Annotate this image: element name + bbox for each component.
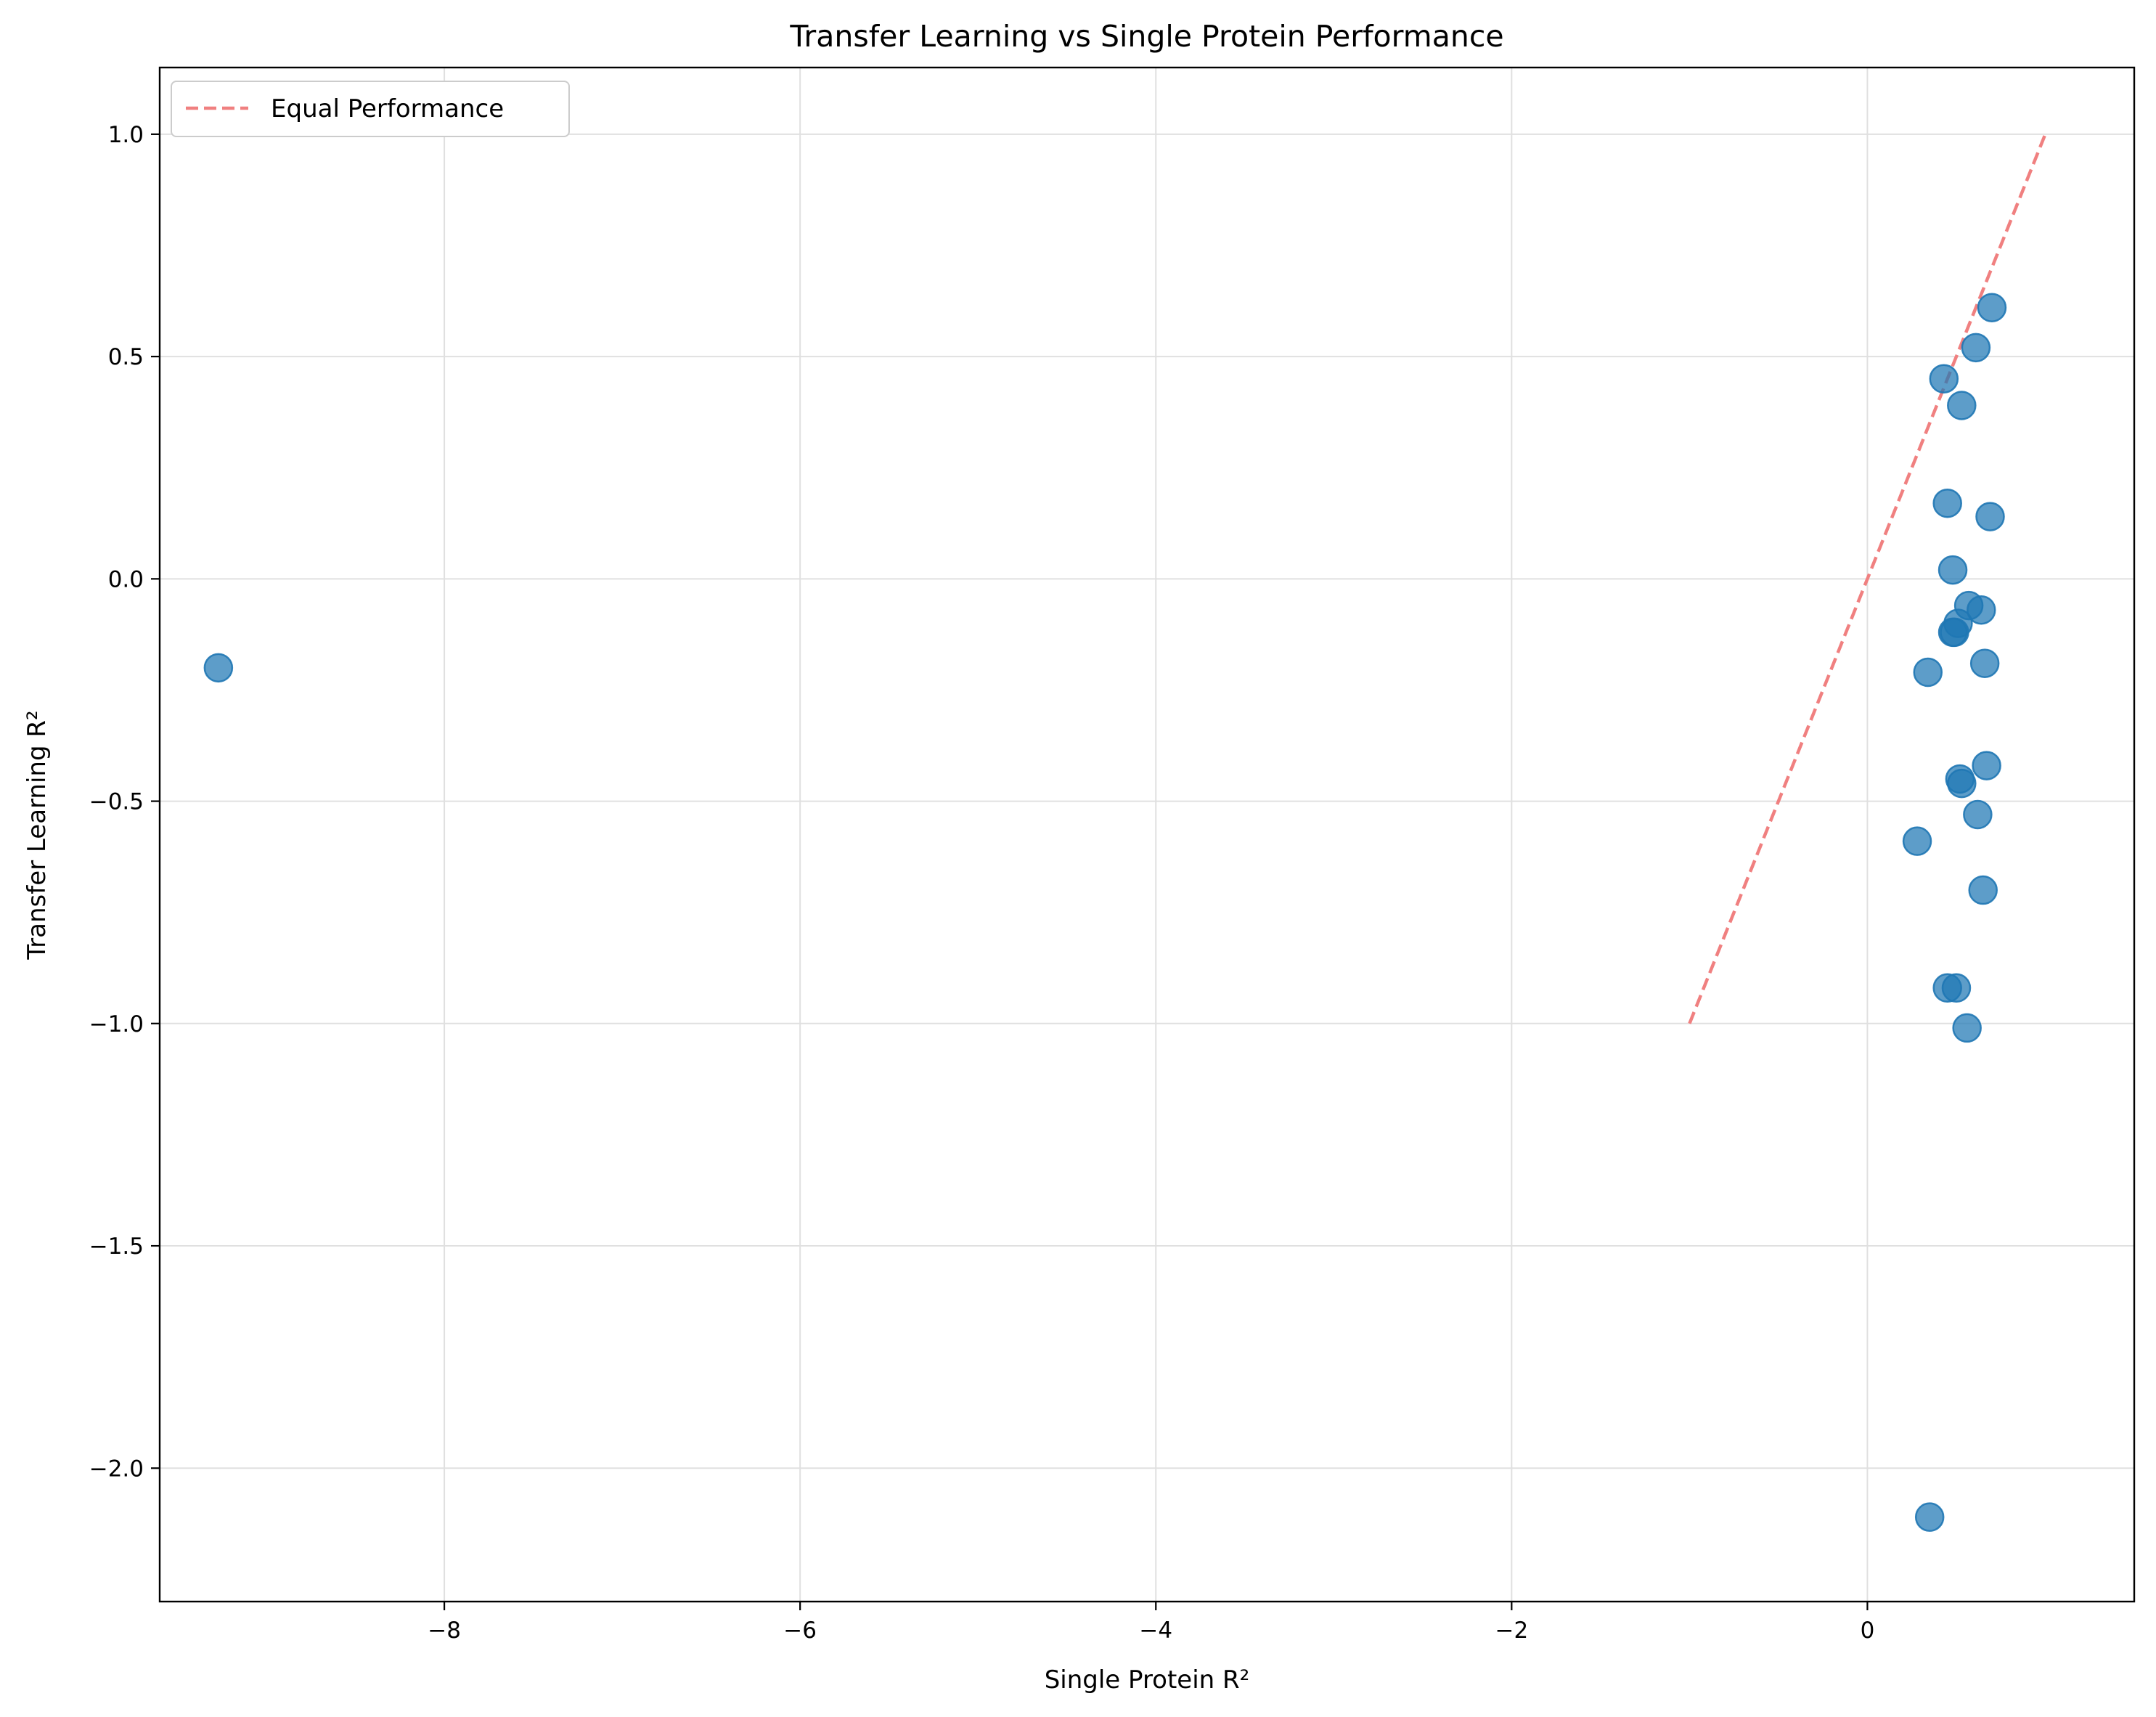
scatter-point <box>1941 973 1972 1003</box>
scatter-point <box>1929 364 1959 393</box>
equal-performance-line <box>1688 134 2047 1024</box>
scatter-point <box>1963 799 1993 830</box>
y-tick-label: −0.5 <box>89 789 144 815</box>
scatter-point <box>1914 1502 1945 1532</box>
scatter-point <box>1975 502 2005 531</box>
reference-line-group <box>1688 134 2047 1024</box>
scatter-point <box>1947 391 1977 420</box>
x-tick-label: −6 <box>783 1618 817 1644</box>
scatter-point <box>1947 768 1977 799</box>
data-points <box>203 293 2007 1532</box>
y-axis-label: Transfer Learning R² <box>23 710 52 960</box>
legend-label: Equal Performance <box>271 94 504 123</box>
y-tick-label: 0.5 <box>108 344 144 370</box>
chart-title: Transfer Learning vs Single Protein Perf… <box>789 19 1503 54</box>
y-tick-label: 1.0 <box>108 122 144 148</box>
scatter-point <box>1972 751 2001 780</box>
y-tick-label: −1.5 <box>89 1233 144 1260</box>
x-tick-label: 0 <box>1861 1618 1875 1644</box>
scatter-point <box>1968 875 1998 905</box>
scatter-point <box>1913 657 1943 688</box>
y-tick-label: −2.0 <box>89 1456 144 1482</box>
plot-area-frame <box>158 66 2136 1603</box>
x-tick-label: −2 <box>1495 1618 1528 1644</box>
legend: Equal Performance <box>171 81 570 137</box>
scatter-point <box>1969 648 2000 678</box>
scatter-point <box>1967 595 1996 625</box>
scatter-point <box>1977 293 2007 322</box>
legend-box <box>171 81 570 137</box>
x-tick-label: −4 <box>1139 1618 1172 1644</box>
scatter-point <box>1902 826 1932 856</box>
y-tick-label: −1.0 <box>89 1011 144 1037</box>
y-axis-ticks: −2.0 −1.5 −1.0 −0.5 0.0 0.5 1.0 <box>89 122 160 1482</box>
scatter-point <box>1937 555 1968 585</box>
x-axis-label: Single Protein R² <box>1045 1665 1250 1694</box>
scatter-point <box>1961 333 1991 363</box>
scatter-point <box>1932 488 1962 518</box>
scatter-point <box>203 653 234 683</box>
scatter-point <box>1952 1013 1982 1043</box>
x-axis-ticks: −8 −6 −4 −2 0 <box>428 1602 1874 1644</box>
y-tick-label: 0.0 <box>108 566 144 592</box>
scatter-point <box>1940 617 1969 648</box>
x-tick-label: −8 <box>428 1618 461 1644</box>
